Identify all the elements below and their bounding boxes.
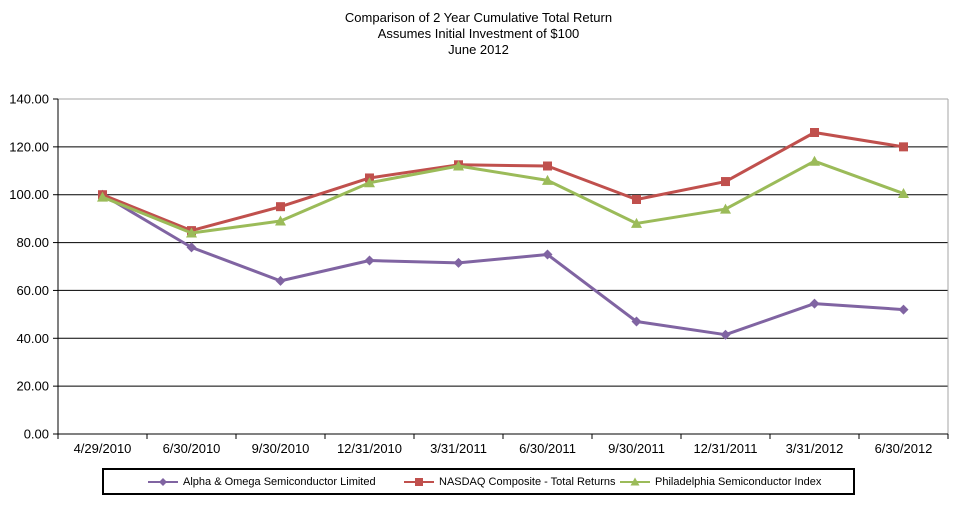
y-tick-label: 100.00: [9, 187, 49, 202]
x-tick-label: 12/31/2011: [693, 441, 757, 456]
x-tick-label: 9/30/2010: [252, 441, 310, 456]
y-tick-label: 40.00: [16, 331, 49, 346]
series-square: [98, 128, 908, 236]
y-tick-label: 0.00: [24, 427, 49, 442]
square-marker: [721, 177, 730, 187]
square-marker: [632, 195, 641, 204]
x-tick-label: 3/31/2012: [786, 441, 844, 456]
y-tick-label: 60.00: [16, 283, 49, 298]
chart-legend: Alpha & Omega Semiconductor Limited NASDA…: [102, 468, 855, 495]
y-gridlines: [58, 146, 948, 387]
legend-item-2: Philadelphia Semiconductor Index: [620, 470, 821, 493]
square-marker: [543, 161, 552, 171]
square-marker: [810, 128, 819, 137]
x-tick-label: 3/31/2011: [430, 441, 487, 456]
diamond-legend-icon: [148, 477, 178, 486]
x-axis-ticks: 4/29/2010 6/30/2010 9/30/2010 12/31/2010 3/3…: [57, 434, 949, 456]
series-line-0: [101, 193, 905, 337]
diamond-marker: [186, 242, 197, 253]
y-axis-ticks: 0.00 20.00 40.00 60.00 80.00 100.00 120.00 140.…: [9, 92, 58, 442]
x-tick-label: 12/31/2010: [337, 441, 402, 456]
diamond-marker: [720, 329, 731, 340]
y-tick-label: 140.00: [9, 92, 49, 107]
chart-title-line2: Assumes Initial Investment of $100: [377, 26, 580, 41]
triangle-marker: [275, 215, 286, 226]
series-line-1: [101, 131, 905, 233]
square-marker: [899, 142, 908, 152]
legend-item-1: NASDAQ Composite - Total Returns: [404, 470, 615, 493]
triangle-marker: [809, 155, 820, 166]
series-triangle: [97, 155, 909, 238]
square-marker: [276, 202, 285, 212]
triangle-marker: [898, 188, 909, 199]
legend-label: Philadelphia Semiconductor Index: [655, 475, 822, 488]
x-tick-label: 6/30/2012: [875, 441, 933, 456]
diamond-marker: [542, 249, 553, 260]
x-tick-label: 4/29/2010: [74, 441, 132, 456]
chart-title-line3: June 2012: [448, 42, 509, 57]
triangle-marker: [364, 177, 375, 188]
x-tick-label: 6/30/2010: [163, 441, 221, 456]
triangle-marker: [720, 203, 731, 214]
legend-label: NASDAQ Composite - Total Returns: [439, 475, 616, 488]
triangle-marker: [186, 227, 197, 238]
series-line-2: [101, 159, 905, 235]
x-tick-label: 9/30/2011: [608, 441, 665, 456]
diamond-marker: [453, 257, 464, 268]
legend-item-0: Alpha & Omega Semiconductor Limited: [148, 470, 376, 493]
triangle-marker: [631, 217, 642, 228]
diamond-marker: [809, 298, 820, 309]
triangle-legend-icon: [620, 477, 650, 485]
triangle-marker: [453, 160, 464, 171]
square-legend-icon: [404, 477, 434, 486]
triangle-marker: [542, 174, 553, 185]
x-tick-label: 6/30/2011: [519, 441, 576, 456]
y-tick-label: 80.00: [16, 235, 49, 250]
diamond-marker: [898, 304, 909, 315]
series-diamond: [97, 189, 909, 340]
y-tick-label: 20.00: [16, 379, 49, 394]
diamond-marker: [364, 255, 375, 266]
triangle-marker: [97, 191, 108, 202]
y-tick-label: 120.00: [9, 139, 49, 154]
diamond-marker: [275, 275, 286, 286]
diamond-marker: [631, 316, 642, 327]
chart-title: Comparison of 2 Year Cumulative Total Re…: [0, 10, 957, 58]
chart-title-line1: Comparison of 2 Year Cumulative Total Re…: [344, 10, 613, 25]
legend-label: Alpha & Omega Semiconductor Limited: [183, 475, 376, 488]
